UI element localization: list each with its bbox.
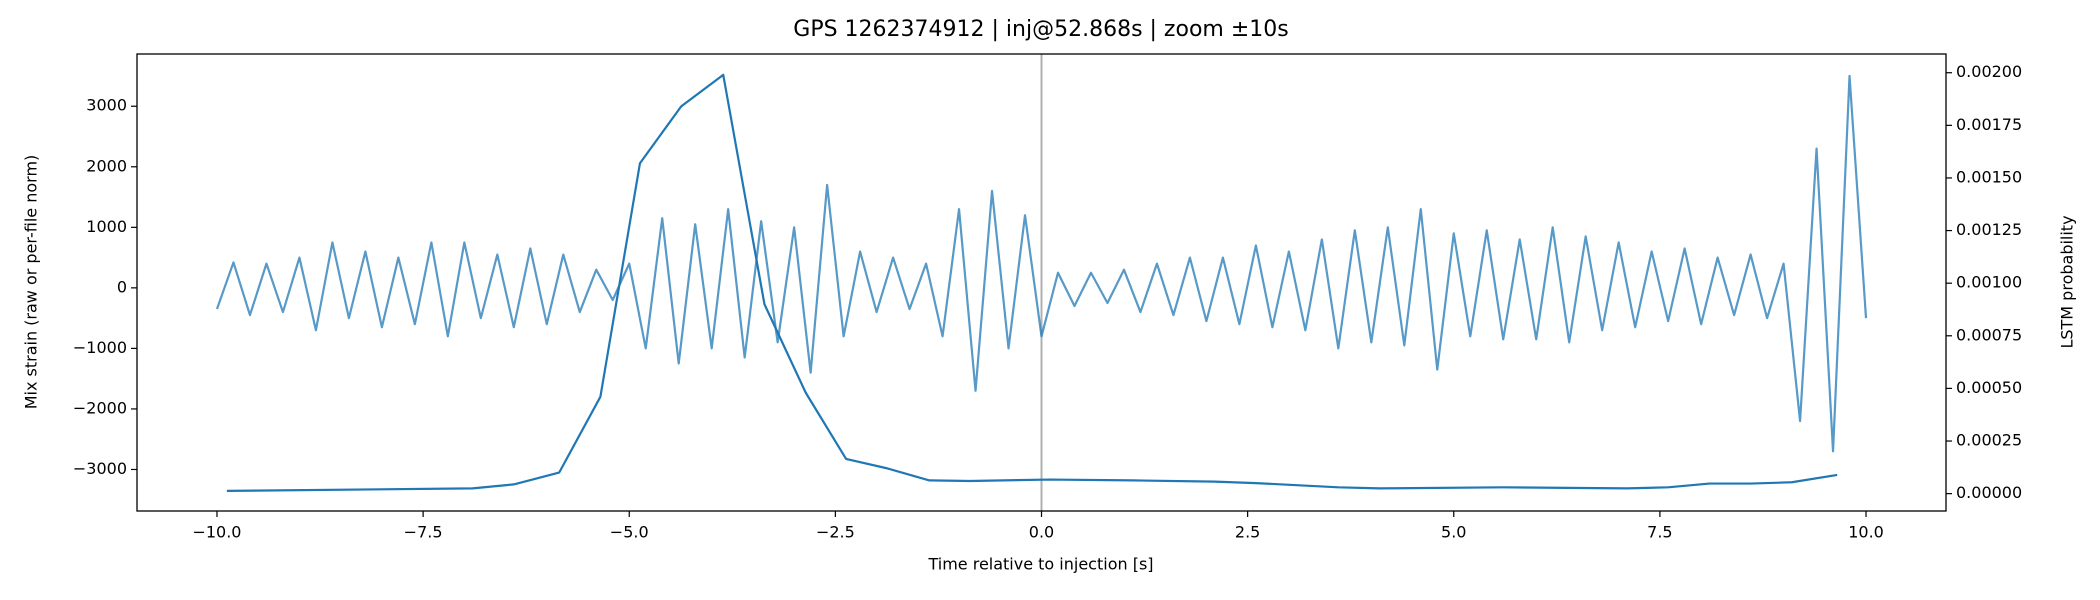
series-line <box>226 73 1838 492</box>
series-line <box>215 74 1868 453</box>
y2-tick-label: 0.00025 <box>1956 431 2022 450</box>
x-tick-label: −2.5 <box>816 523 855 542</box>
y2-tick-label: 0.00050 <box>1956 378 2022 397</box>
x-tick-label: 0.0 <box>1029 523 1054 542</box>
y-tick-label: 1000 <box>86 217 127 236</box>
y2-tick-label: 0.00200 <box>1956 62 2022 81</box>
y-tick-label: 2000 <box>86 156 127 175</box>
y-tick-label: 0 <box>117 277 127 296</box>
y-axis-label: Mix strain (raw or per-file norm) <box>22 155 41 410</box>
y2-tick-label: 0.00125 <box>1956 220 2022 239</box>
x-tick-label: 2.5 <box>1235 523 1260 542</box>
y-tick-label: −1000 <box>73 338 127 357</box>
y2-axis-label: LSTM probability <box>2058 215 2077 348</box>
x-tick-label: −7.5 <box>404 523 443 542</box>
y-tick-label: −2000 <box>73 398 127 417</box>
x-tick-label: 5.0 <box>1441 523 1466 542</box>
chart-title: GPS 1262374912 | inj@52.868s | zoom ±10s <box>793 17 1288 42</box>
x-tick-label: 7.5 <box>1647 523 1672 542</box>
y2-tick-label: 0.00000 <box>1956 483 2022 502</box>
x-tick-label: −5.0 <box>610 523 649 542</box>
x-tick-label: 10.0 <box>1848 523 1884 542</box>
y2-tick-label: 0.00075 <box>1956 325 2022 344</box>
y2-tick-label: 0.00175 <box>1956 115 2022 134</box>
y-tick-label: 3000 <box>86 96 127 115</box>
y2-tick-label: 0.00100 <box>1956 273 2022 292</box>
y2-tick-label: 0.00150 <box>1956 167 2022 186</box>
x-axis-label: Time relative to injection [s] <box>927 555 1153 574</box>
x-tick-label: −10.0 <box>192 523 241 542</box>
y-tick-label: −3000 <box>73 459 127 478</box>
